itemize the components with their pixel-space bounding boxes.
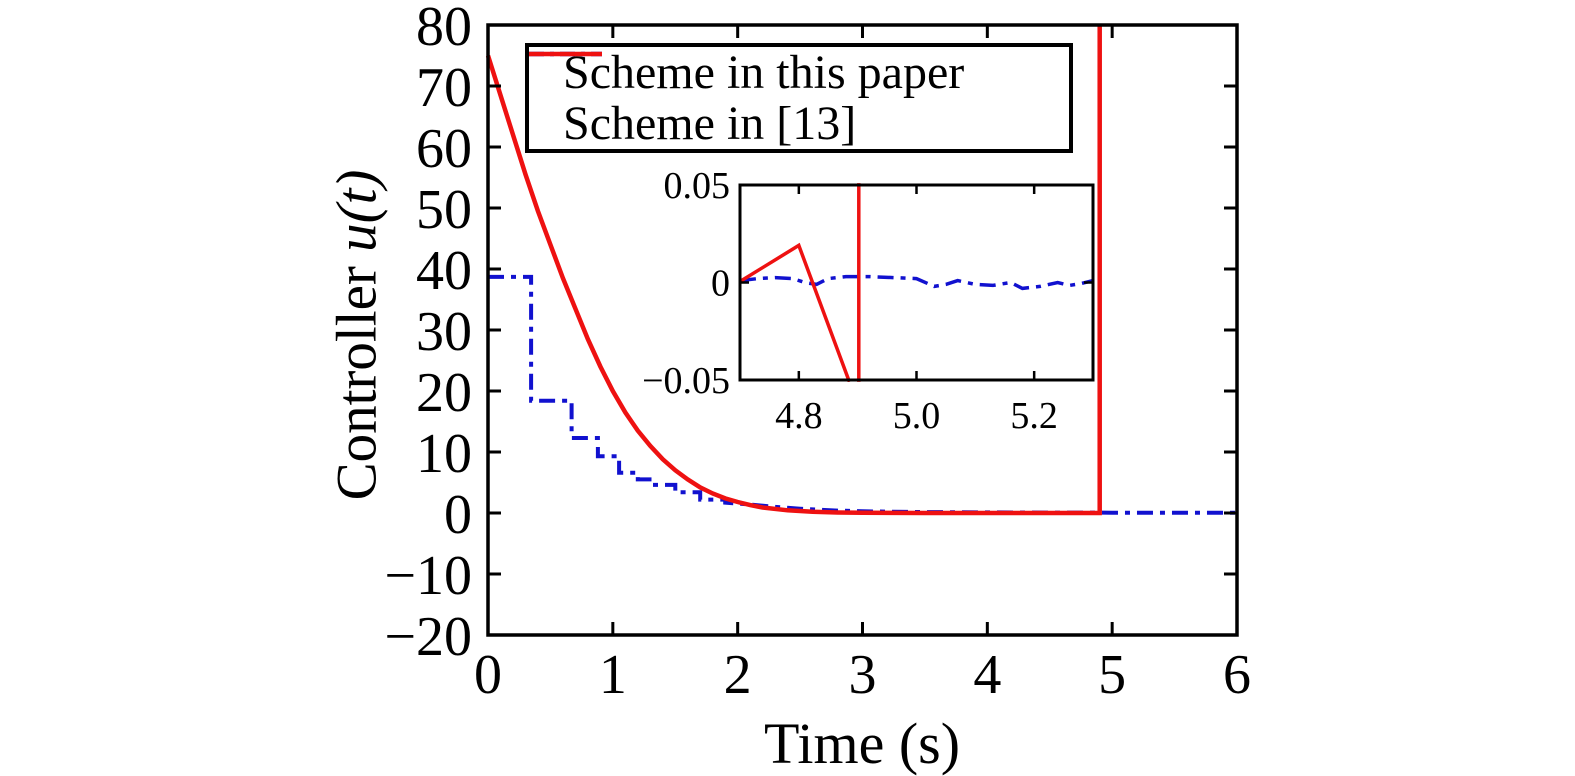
main-x-tick-label: 3: [849, 644, 877, 706]
inset-x-tick-label: 4.8: [775, 395, 823, 437]
main-series-scheme-in-this-paper: [488, 274, 1237, 515]
main-y-tick-label: 50: [416, 179, 472, 241]
main-x-tick-label: 4: [973, 644, 1001, 706]
main-y-tick-label: −20: [384, 606, 472, 668]
x-axis-label: Time (s): [763, 711, 961, 776]
y-axis-label: Controller u(t): [325, 169, 389, 501]
main-x-tick-label: 5: [1098, 644, 1126, 706]
inset-axes-box: [738, 183, 1095, 382]
main-axes-box: [486, 23, 1239, 637]
legend-label: Scheme in [13]: [563, 96, 857, 150]
legend-entry: Scheme in this paper: [529, 45, 1069, 99]
inset-y-tick-label: −0.05: [642, 360, 730, 402]
inset-series-scheme-in-13: [739, 242, 852, 382]
legend-label: Scheme in this paper: [563, 45, 965, 99]
main-y-tick-label: 70: [416, 57, 472, 119]
inset-x-tick-label: 5.2: [1010, 395, 1058, 437]
inset-y-tick-label: 0: [711, 263, 730, 305]
main-x-tick-label: 0: [474, 644, 502, 706]
main-y-tick-label: −10: [384, 545, 472, 607]
inset-series-scheme-in-this-paper: [739, 274, 1094, 291]
legend-entry: Scheme in [13]: [529, 51, 1069, 150]
main-y-tick-label: 40: [416, 240, 472, 302]
y-axis-label-text: Controller: [325, 251, 389, 501]
main-y-tick-label: 80: [416, 0, 472, 58]
inset-x-tick-label: 5.0: [893, 395, 941, 437]
main-y-tick-label: 60: [416, 118, 472, 180]
main-x-tick-label: 1: [599, 644, 627, 706]
legend: Scheme in this paper Scheme in [13]: [525, 43, 1073, 153]
main-y-tick-label: 10: [416, 423, 472, 485]
main-series-scheme-in-13: [486, 25, 1102, 516]
main-y-tick-label: 30: [416, 301, 472, 363]
main-y-tick-label: 0: [444, 484, 472, 546]
main-x-tick-label: 6: [1223, 644, 1251, 706]
y-axis-label-math: u(t): [325, 169, 389, 252]
legend-line-sample-solid: [529, 51, 602, 57]
main-x-tick-label: 2: [724, 644, 752, 706]
inset-y-tick-label: 0.05: [664, 165, 731, 207]
main-y-tick-label: 20: [416, 362, 472, 424]
